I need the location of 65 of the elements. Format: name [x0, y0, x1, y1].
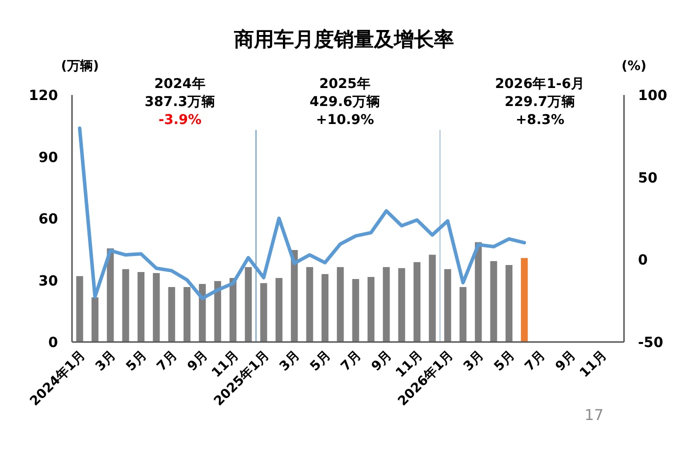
bar: [230, 278, 236, 342]
y-tick-label: 0: [48, 335, 58, 351]
bar: [306, 267, 314, 342]
y2-tick-label: -50: [638, 335, 664, 351]
y2-axis-title: (%): [622, 59, 646, 74]
bar: [214, 281, 222, 342]
y-tick-label: 120: [28, 88, 58, 104]
bar: [122, 269, 130, 342]
x-tick-label: 5月: [308, 348, 334, 374]
y2-tick-label: 0: [638, 252, 648, 269]
annotation: 229.7万辆: [504, 94, 576, 110]
bar: [428, 254, 436, 342]
x-tick-label: 5月: [492, 348, 518, 374]
annotation: -3.9%: [158, 112, 202, 128]
chart-title: 商用车月度销量及增长率: [233, 27, 454, 51]
bar: [490, 261, 498, 342]
x-tick-label: 7月: [154, 348, 180, 374]
bar: [106, 248, 114, 342]
bar: [244, 267, 252, 342]
bar: [474, 242, 482, 342]
bar: [92, 297, 98, 342]
bar: [76, 276, 84, 342]
y-axis-title: (万辆): [61, 59, 99, 74]
x-tick-label: 7月: [522, 348, 548, 374]
y-tick-label: 30: [38, 273, 58, 290]
text: 17: [584, 406, 604, 424]
bar: [520, 258, 528, 342]
x-tick-label: 5月: [124, 348, 150, 374]
x-tick-label: 3月: [460, 348, 488, 374]
bar: [414, 262, 420, 342]
bar: [138, 272, 144, 342]
bar: [398, 268, 406, 342]
bar: [152, 273, 160, 342]
bar: [322, 274, 328, 342]
x-tick-label: 9月: [552, 348, 580, 374]
bar: [382, 267, 390, 342]
x-tick-label: 11月: [577, 348, 610, 381]
annotation: +8.3%: [516, 112, 565, 128]
text: 2024年: [154, 76, 206, 92]
bar: [260, 283, 268, 342]
text: 2026年1-6月: [495, 76, 585, 92]
y2-tick-label: 100: [638, 88, 668, 104]
text: 2025年: [319, 76, 371, 92]
bar: [352, 279, 360, 342]
y-tick-label: 60: [38, 212, 58, 228]
x-tick-label: 9月: [184, 348, 212, 374]
annotation: 387.3万辆: [144, 94, 216, 110]
y2-tick-label: 50: [638, 170, 658, 186]
x-tick-label: 7月: [338, 348, 364, 374]
y-tick-label: 90: [38, 150, 58, 166]
bar: [460, 287, 466, 342]
x-tick-label: 3月: [276, 348, 304, 374]
bar: [336, 267, 344, 342]
bar: [444, 269, 452, 342]
x-tick-label: 9月: [368, 348, 396, 374]
bar: [198, 284, 206, 342]
bar: [276, 278, 282, 342]
bar: [368, 276, 374, 342]
annotation: 429.6万辆: [310, 94, 380, 110]
bar: [506, 265, 512, 342]
bar: [290, 250, 298, 342]
x-tick-label: 3月: [92, 348, 120, 374]
bar: [168, 287, 176, 342]
annotation: +10.9%: [316, 112, 375, 128]
bar: [184, 287, 190, 342]
